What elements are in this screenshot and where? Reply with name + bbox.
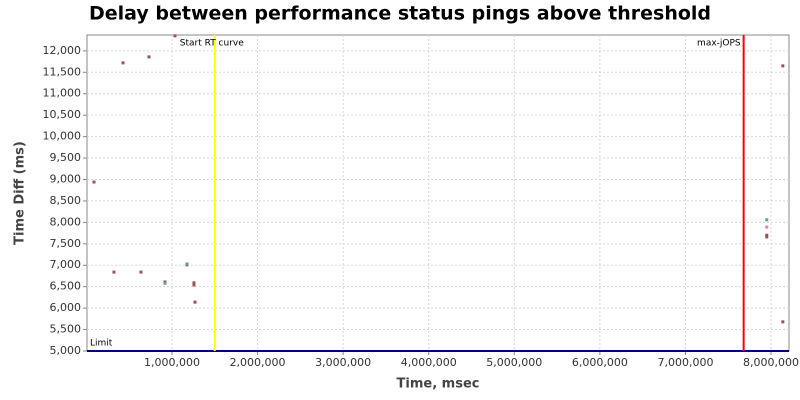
y-tick-label: 9,500 <box>50 151 82 164</box>
x-tick-label: 7,000,000 <box>657 356 713 369</box>
x-tick-label: 5,000,000 <box>486 356 542 369</box>
point <box>147 55 151 59</box>
plot-area <box>86 34 790 352</box>
point <box>163 281 167 285</box>
point <box>765 218 769 222</box>
x-tick-label: 6,000,000 <box>572 356 628 369</box>
point <box>112 270 116 274</box>
marker-label: max-jOPS <box>697 39 741 49</box>
point <box>173 34 177 38</box>
x-tick-label: 1,000,000 <box>144 356 200 369</box>
x-tick-label: 8,000,000 <box>743 356 799 369</box>
y-tick-label: 7,500 <box>50 237 82 250</box>
point <box>765 235 769 239</box>
y-tick-label: 12,000 <box>43 44 82 57</box>
y-tick-label: 8,000 <box>50 215 82 228</box>
point <box>765 225 769 229</box>
y-tick-label: 10,000 <box>43 130 82 143</box>
point <box>139 270 143 274</box>
x-axis-label: Time, msec <box>397 377 480 392</box>
point <box>192 281 196 285</box>
point <box>192 283 196 287</box>
chart-title: Delay between performance status pings a… <box>89 3 711 25</box>
x-tick-label: 2,000,000 <box>230 356 286 369</box>
point <box>92 180 96 184</box>
y-tick-label: 9,000 <box>50 172 82 185</box>
point <box>193 300 197 304</box>
point <box>781 64 785 68</box>
x-tick-label: 4,000,000 <box>401 356 457 369</box>
y-tick-label: 5,000 <box>50 344 82 357</box>
y-tick-label: 7,000 <box>50 258 82 271</box>
limit-label: Limit <box>90 339 113 349</box>
marker-label: Start RT curve <box>180 39 244 49</box>
point <box>121 61 125 65</box>
y-tick-label: 11,500 <box>43 65 82 78</box>
x-tick-label: 3,000,000 <box>315 356 371 369</box>
y-tick-label: 8,500 <box>50 194 82 207</box>
point <box>765 233 769 237</box>
y-tick-label: 5,500 <box>50 323 82 336</box>
y-tick-label: 6,000 <box>50 301 82 314</box>
point <box>185 262 189 266</box>
y-tick-label: 11,000 <box>43 87 82 100</box>
y-tick-label: 6,500 <box>50 280 82 293</box>
point <box>781 320 785 324</box>
y-axis-label: Time Diff (ms) <box>13 141 28 245</box>
y-tick-label: 10,500 <box>43 108 82 121</box>
